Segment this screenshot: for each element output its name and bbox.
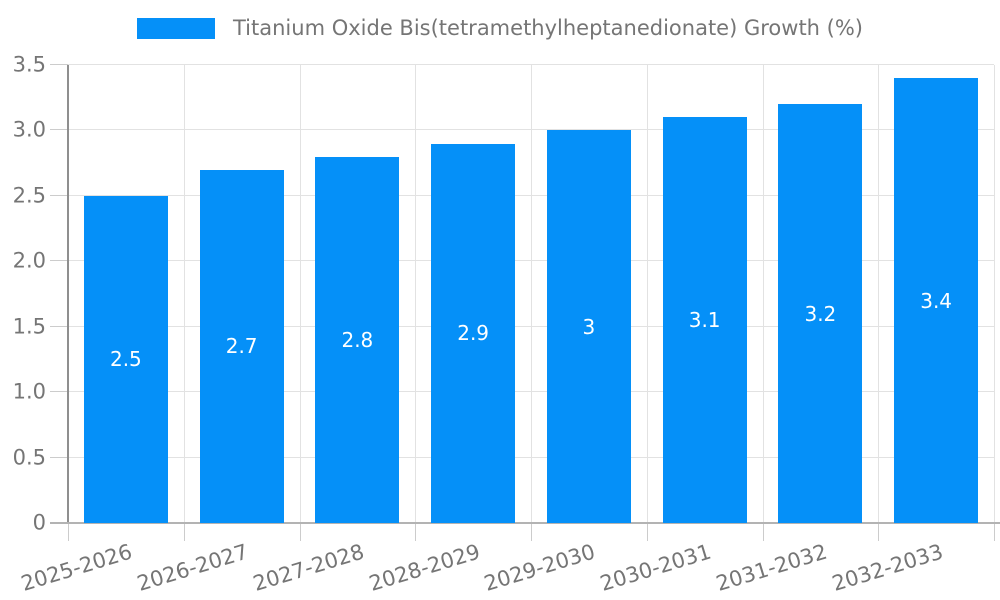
bar-value-label: 3.1 xyxy=(688,308,721,333)
x-gridline xyxy=(415,65,416,523)
y-gridline xyxy=(68,64,994,65)
y-axis-tick-label: 1.5 xyxy=(12,314,46,339)
x-tick-mark xyxy=(300,523,301,541)
chart-legend[interactable]: Titanium Oxide Bis(tetramethylheptanedio… xyxy=(0,16,1000,40)
x-tick-mark xyxy=(184,523,185,541)
x-tick-mark xyxy=(647,523,648,541)
y-axis-tick-label: 3.5 xyxy=(12,52,46,77)
bar[interactable] xyxy=(200,170,284,523)
bar-value-label: 2.5 xyxy=(109,347,142,372)
y-axis-tick-label: 0 xyxy=(32,510,46,535)
x-tick-mark xyxy=(531,523,532,541)
x-axis-tick-label: 2032-2033 xyxy=(829,539,946,596)
bar[interactable] xyxy=(315,157,399,523)
x-gridline xyxy=(184,65,185,523)
bar-value-label: 2.9 xyxy=(457,321,490,346)
legend-label: Titanium Oxide Bis(tetramethylheptanedio… xyxy=(233,16,863,40)
x-tick-mark xyxy=(68,523,69,541)
bar[interactable] xyxy=(663,117,747,523)
x-axis-tick-label: 2030-2031 xyxy=(597,539,714,596)
bar-value-label: 3 xyxy=(582,314,596,339)
x-tick-mark xyxy=(415,523,416,541)
x-gridline xyxy=(647,65,648,523)
y-axis-line xyxy=(67,65,69,523)
bar-value-label: 3.2 xyxy=(804,301,837,326)
y-axis-tick-label: 0.5 xyxy=(12,445,46,470)
y-axis-tick-label: 2.0 xyxy=(12,248,46,273)
bar-value-label: 2.7 xyxy=(225,334,258,359)
y-tick-mark xyxy=(50,194,68,196)
x-axis-tick-label: 2026-2027 xyxy=(134,539,251,596)
y-tick-mark xyxy=(50,456,68,458)
x-gridline xyxy=(531,65,532,523)
x-axis-tick-label: 2027-2028 xyxy=(250,539,367,596)
x-axis-tick-label: 2028-2029 xyxy=(366,539,483,596)
x-gridline xyxy=(300,65,301,523)
x-gridline xyxy=(994,65,995,523)
x-tick-mark xyxy=(878,523,879,541)
y-tick-mark xyxy=(50,325,68,327)
x-axis-tick-label: 2031-2032 xyxy=(713,539,830,596)
y-tick-mark xyxy=(50,64,68,65)
bar[interactable] xyxy=(84,196,168,523)
y-tick-mark xyxy=(50,129,68,131)
bar[interactable] xyxy=(778,104,862,523)
y-axis-tick-label: 1.0 xyxy=(12,379,46,404)
y-tick-mark xyxy=(50,260,68,262)
x-tick-mark xyxy=(994,523,995,541)
y-tick-mark xyxy=(50,391,68,393)
x-gridline xyxy=(763,65,764,523)
legend-swatch[interactable] xyxy=(137,17,215,39)
x-axis-tick-label: 2025-2026 xyxy=(18,539,136,596)
x-axis-tick-label: 2029-2030 xyxy=(481,539,599,596)
bar-value-label: 3.4 xyxy=(920,288,953,313)
x-gridline xyxy=(878,65,879,523)
x-tick-mark xyxy=(763,523,764,541)
x-axis-line xyxy=(50,522,1000,524)
bar[interactable] xyxy=(431,144,515,523)
bar[interactable] xyxy=(547,130,631,523)
y-axis-tick-label: 3.0 xyxy=(12,117,46,142)
bar[interactable] xyxy=(894,78,978,523)
y-axis-tick-label: 2.5 xyxy=(12,183,46,208)
bar-value-label: 2.8 xyxy=(341,327,374,352)
